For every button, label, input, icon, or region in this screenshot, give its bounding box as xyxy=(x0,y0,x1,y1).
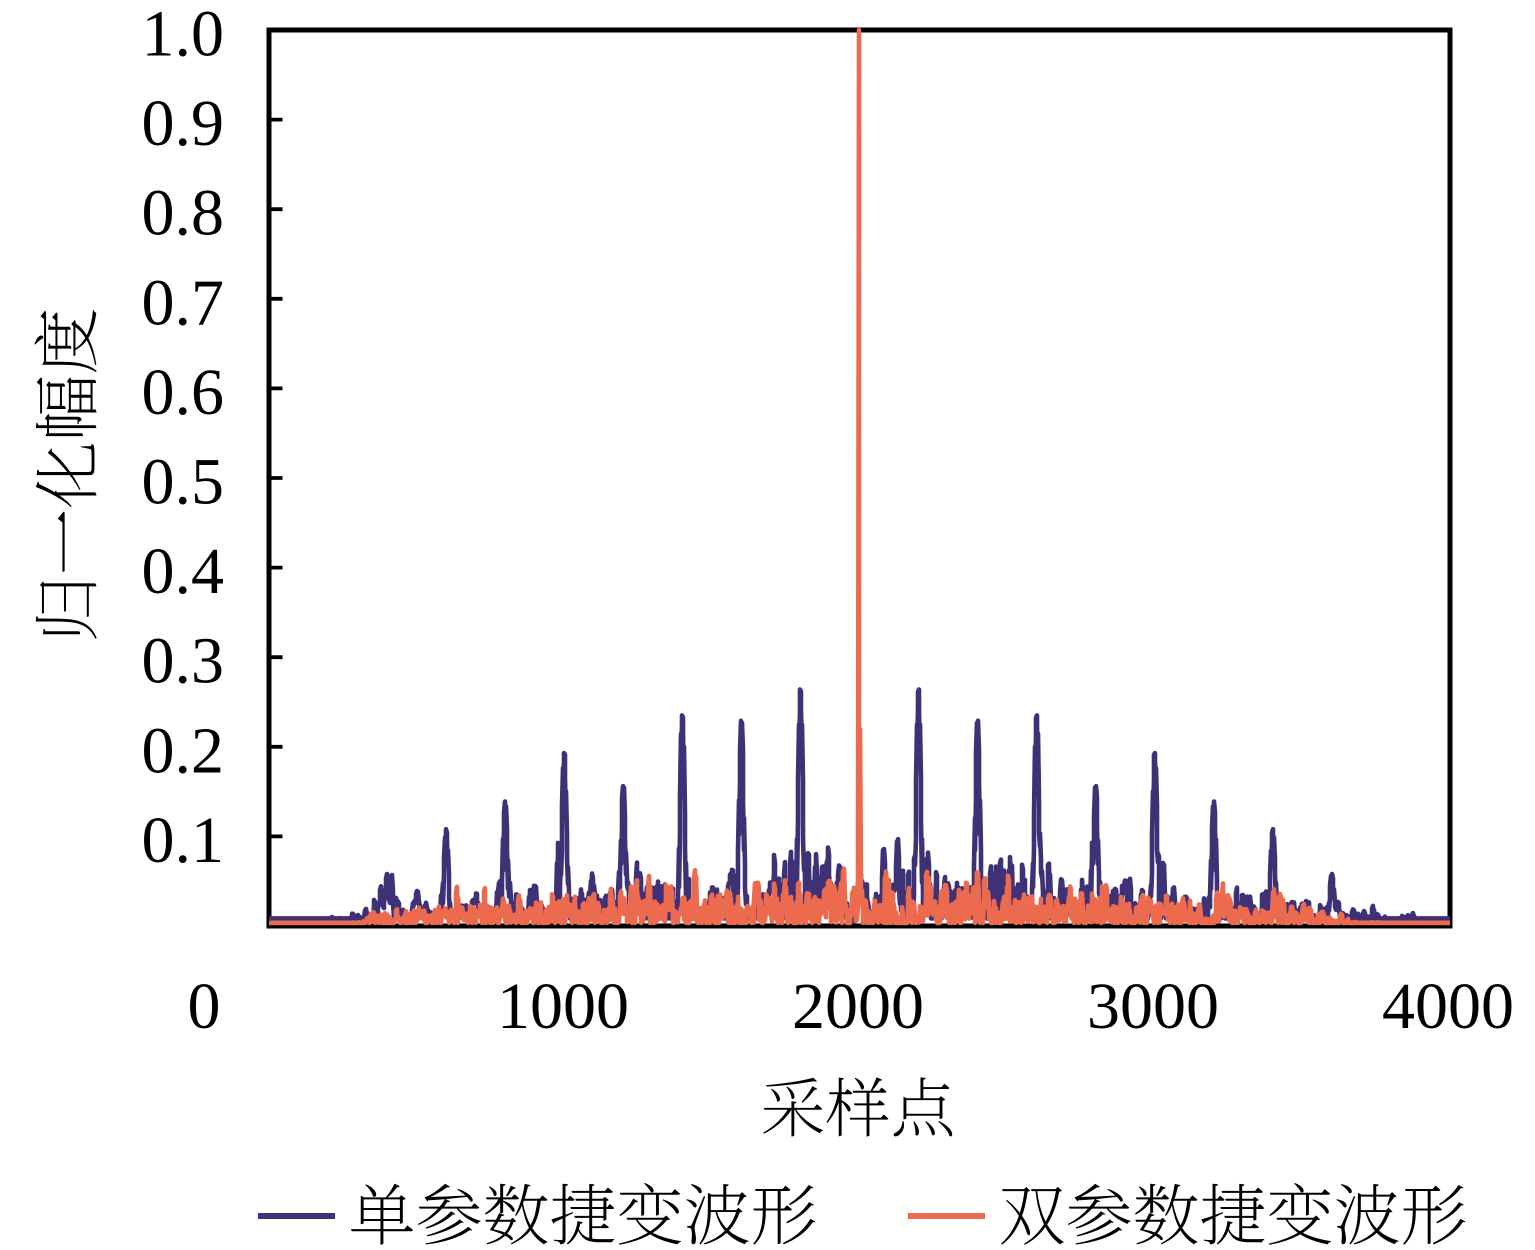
svg-text:4000: 4000 xyxy=(1382,970,1514,1043)
svg-text:0.8: 0.8 xyxy=(142,177,225,250)
svg-text:0.2: 0.2 xyxy=(142,714,225,787)
svg-text:0: 0 xyxy=(188,970,221,1043)
svg-text:0.9: 0.9 xyxy=(142,87,225,160)
svg-text:0.4: 0.4 xyxy=(142,535,225,608)
svg-text:0.1: 0.1 xyxy=(142,804,225,877)
svg-text:0.3: 0.3 xyxy=(142,625,225,698)
svg-text:0.6: 0.6 xyxy=(142,356,225,429)
svg-text:1000: 1000 xyxy=(497,970,629,1043)
svg-text:3000: 3000 xyxy=(1087,970,1219,1043)
svg-text:1.0: 1.0 xyxy=(142,0,225,71)
svg-text:0.5: 0.5 xyxy=(142,446,225,519)
svg-text:0.7: 0.7 xyxy=(142,266,225,339)
svg-text:2000: 2000 xyxy=(792,970,924,1043)
